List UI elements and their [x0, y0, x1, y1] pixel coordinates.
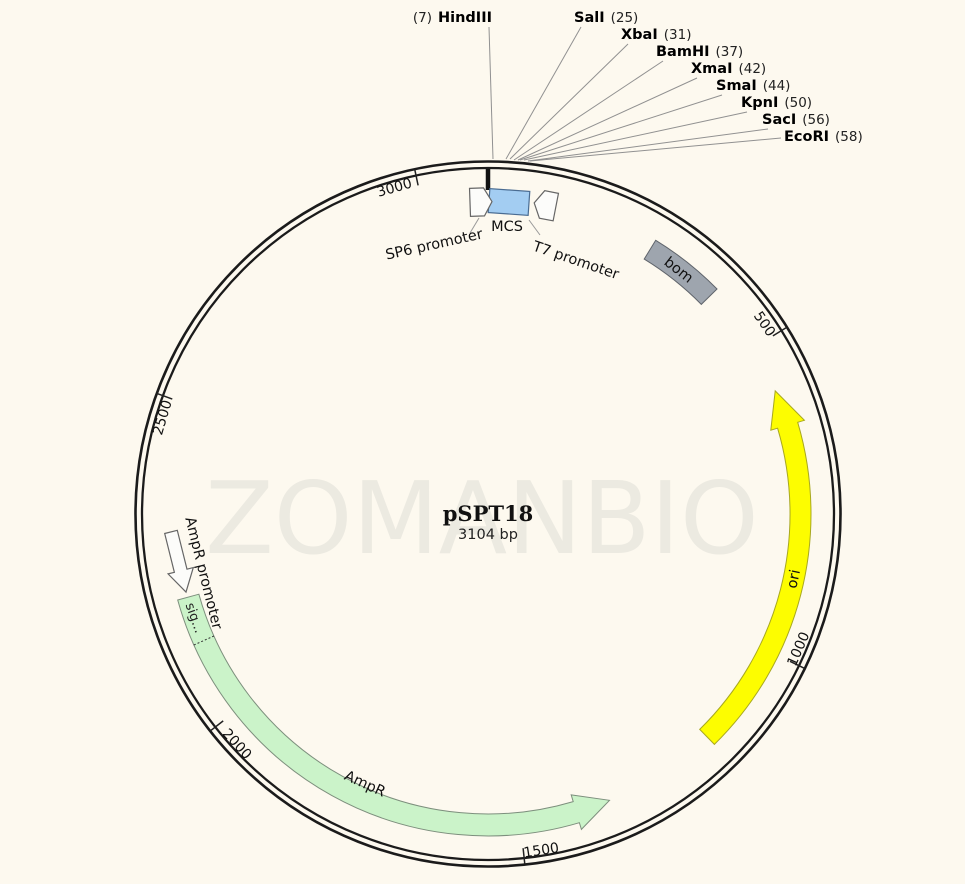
tick-500: [772, 326, 787, 337]
callout-line-ecori: [529, 137, 782, 162]
feature-ampr-arrow: [177, 593, 611, 837]
feature-ampr-promoter-arrow: [163, 529, 195, 594]
plasmid-title-block: pSPT18 3104 bp: [443, 501, 534, 543]
enzyme-label-bamhi: BamHI (37): [656, 44, 743, 60]
feature-sp6-promoter-arrow: [468, 187, 493, 217]
callout-line-saci: [527, 128, 769, 162]
feature-ori-label: ori: [784, 568, 804, 590]
tick-label-1000: 1000: [784, 630, 813, 669]
feature-t7-promoter-label: T7 promoter: [530, 238, 621, 283]
sp6-connector-line: [469, 217, 480, 234]
tick-label-1500: 1500: [523, 840, 561, 861]
tick-1000: [789, 660, 805, 669]
enzyme-label-saci: SacI (56): [762, 112, 830, 128]
enzyme-callout-lines: [488, 26, 782, 162]
tick-label-2000: 2000: [219, 726, 255, 763]
tick-3000: [414, 169, 419, 186]
tick-2500: [156, 392, 173, 400]
feature-ori-arrow: [698, 389, 812, 746]
feature-t7-promoter-arrow: [533, 190, 560, 222]
enzyme-labels: (7) HindIII SalI (25) XbaI (31) BamHI (37) X…: [413, 10, 863, 145]
plasmid-backbone: [134, 160, 842, 868]
callout-line-hindiii: [488, 26, 494, 160]
enzyme-label-ecori: EcoRI (58): [784, 129, 863, 145]
feature-bom-band: [643, 239, 718, 306]
plasmid-title: pSPT18: [443, 501, 534, 526]
watermark-text: ZOMANBIO: [205, 460, 759, 577]
enzyme-label-xbai: XbaI (31): [621, 27, 691, 43]
feature-mcs-box: [487, 187, 531, 217]
tick-1500: [522, 848, 526, 865]
mcs-region: MCS SP6 promoter T7 promoter: [384, 187, 621, 283]
callout-line-xmai: [517, 77, 698, 161]
enzyme-label-smai: SmaI (44): [716, 78, 790, 94]
backbone-inner-ring: [140, 166, 836, 862]
callout-line-kpni: [523, 111, 748, 161]
enzyme-label-kpni: KpnI (50): [741, 95, 812, 111]
callout-line-xbai: [509, 43, 629, 160]
enzyme-label-hindiii: (7) HindIII: [413, 10, 492, 26]
tick-2000: [210, 720, 224, 732]
callout-line-bamhi: [513, 60, 664, 161]
t7-connector-line: [528, 219, 541, 236]
enzyme-label-xmai: XmaI (42): [691, 61, 766, 77]
enzyme-label-sali: SalI (25): [574, 10, 638, 26]
callout-line-sali: [505, 26, 582, 160]
plasmid-size-label: 3104 bp: [458, 527, 518, 543]
feature-sp6-promoter-label: SP6 promoter: [384, 226, 484, 263]
feature-mcs-label: MCS: [491, 219, 523, 235]
callout-line-smai: [519, 94, 723, 161]
backbone-outer-ring: [134, 160, 842, 868]
